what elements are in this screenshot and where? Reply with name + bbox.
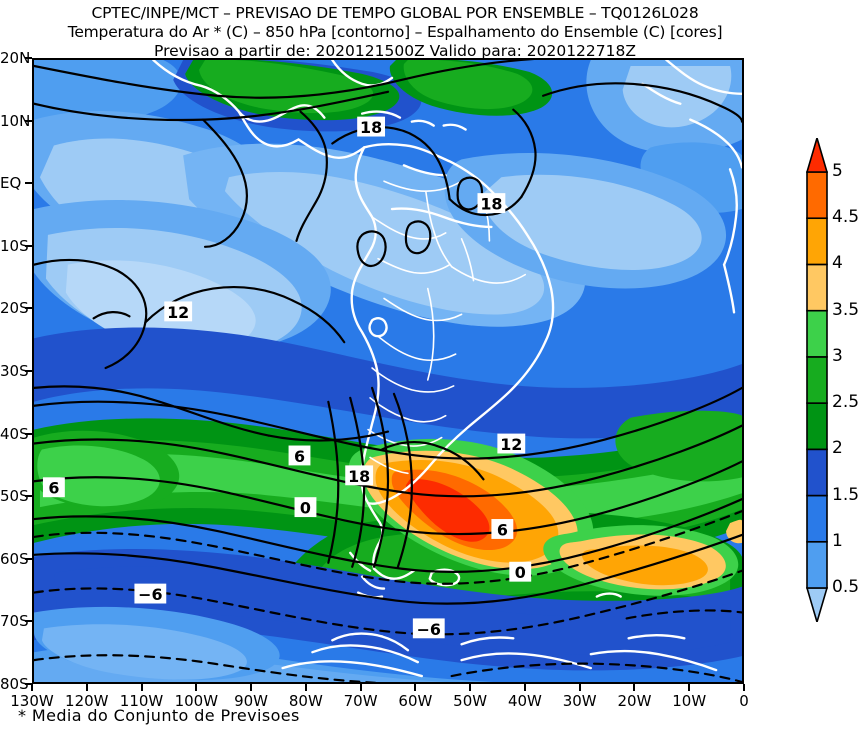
x-tick-label: 100W (174, 692, 219, 710)
y-tick-label: 60S (0, 549, 29, 568)
colorbar-tick-label: 5 (832, 161, 843, 181)
colorbar-tick-label: 3 (832, 345, 843, 366)
y-tick-label: 10N (0, 111, 31, 130)
svg-text:−6: −6 (138, 585, 162, 604)
colorbar-swatches (806, 138, 828, 622)
colorbar-tick-label: 4 (832, 253, 843, 274)
y-tick-label: 20S (0, 299, 29, 318)
colorbar[interactable] (806, 138, 828, 622)
x-tick-label: 90W (234, 692, 269, 710)
svg-text:18: 18 (480, 195, 502, 214)
colorbar-tick-label: 2.5 (832, 392, 860, 413)
title-line-3: Previsao a partir de: 2020121500Z Valido… (154, 42, 636, 60)
svg-text:12: 12 (167, 303, 189, 322)
x-tick-mark (633, 684, 636, 691)
x-tick-mark (359, 684, 362, 691)
y-tick-label: 40S (0, 424, 29, 443)
y-tick-mark (25, 244, 32, 247)
svg-text:6: 6 (48, 479, 59, 498)
x-tick-mark (304, 684, 307, 691)
x-tick-label: 70W (343, 692, 378, 710)
x-tick-mark (688, 684, 691, 691)
svg-text:18: 18 (360, 118, 382, 137)
y-tick-label: 30S (0, 362, 29, 380)
footnote: * Media do Conjunto de Previsoes (18, 706, 300, 725)
y-tick-mark (25, 620, 32, 623)
colorbar-band (806, 171, 828, 220)
colorbar-band (806, 494, 828, 543)
y-tick-mark (25, 307, 32, 310)
svg-text:12: 12 (500, 435, 522, 454)
x-tick-label: 60W (398, 692, 433, 710)
x-tick-label: 20W (617, 692, 652, 710)
colorbar-tick-label: 1.5 (832, 484, 860, 505)
map-plot-area: 18 18 12 12 6 6 6 18 0 0 −6 −6 (32, 58, 744, 684)
colorbar-band (806, 309, 828, 358)
x-tick-mark (250, 684, 253, 691)
y-tick-label: 80S (0, 675, 29, 693)
x-tick-label: 80W (288, 692, 323, 710)
colorbar-band (806, 402, 828, 451)
x-tick-mark (85, 684, 88, 691)
x-tick-mark (523, 684, 526, 691)
x-tick-mark (469, 684, 472, 691)
colorbar-tick-label: 3.5 (832, 299, 860, 320)
x-tick-label: 0 (739, 692, 749, 710)
title-line-1: CPTEC/INPE/MCT – PREVISAO DE TEMPO GLOBA… (91, 4, 699, 22)
x-tick-mark (578, 684, 581, 691)
colorbar-band (806, 217, 828, 266)
svg-text:6: 6 (497, 520, 508, 539)
svg-text:6: 6 (294, 447, 305, 466)
chart-title-block: CPTEC/INPE/MCT – PREVISAO DE TEMPO GLOBA… (0, 0, 790, 61)
x-tick-label: 110W (119, 692, 164, 710)
colorbar-band (806, 356, 828, 404)
x-tick-mark (140, 684, 143, 691)
colorbar-tick-label: 4.5 (832, 207, 860, 228)
colorbar-band (806, 263, 828, 312)
svg-text:0: 0 (515, 563, 526, 582)
y-tick-mark (25, 119, 32, 122)
x-tick-mark (31, 684, 33, 691)
y-tick-mark (25, 57, 32, 59)
svg-text:0: 0 (300, 499, 311, 518)
y-tick-mark (25, 683, 32, 685)
y-tick-label: 20N (0, 49, 31, 67)
x-tick-label: 120W (65, 692, 109, 710)
x-tick-label: 50W (453, 692, 488, 710)
x-tick-label: 30W (562, 692, 597, 710)
x-tick-mark (195, 684, 198, 691)
y-tick-label: 70S (0, 612, 29, 631)
colorbar-band (806, 540, 828, 589)
x-tick-label: 40W (507, 692, 542, 710)
colorbar-extend-high (806, 138, 828, 173)
y-tick-mark (25, 370, 32, 372)
y-tick-mark (25, 182, 32, 185)
y-tick-mark (25, 557, 32, 560)
y-tick-mark (25, 432, 32, 435)
y-tick-mark (25, 495, 32, 498)
colorbar-band (806, 448, 828, 497)
x-tick-mark (414, 684, 417, 691)
x-tick-mark (743, 684, 745, 691)
colorbar-tick-label: 0.5 (832, 577, 860, 597)
y-tick-label: EQ (0, 174, 22, 193)
map-canvas: 18 18 12 12 6 6 6 18 0 0 −6 −6 (34, 60, 742, 682)
svg-text:−6: −6 (417, 620, 441, 639)
colorbar-tick-label: 1 (832, 530, 843, 551)
svg-text:18: 18 (348, 467, 370, 486)
colorbar-tick-label: 2 (832, 438, 843, 459)
y-tick-label: 10S (0, 236, 29, 255)
x-tick-label: 10W (672, 692, 707, 710)
x-tick-label: 130W (10, 692, 54, 710)
y-tick-label: 50S (0, 487, 29, 506)
title-line-2: Temperatura do Ar * (C) – 850 hPa [conto… (67, 23, 723, 41)
colorbar-extend-low (806, 587, 828, 622)
